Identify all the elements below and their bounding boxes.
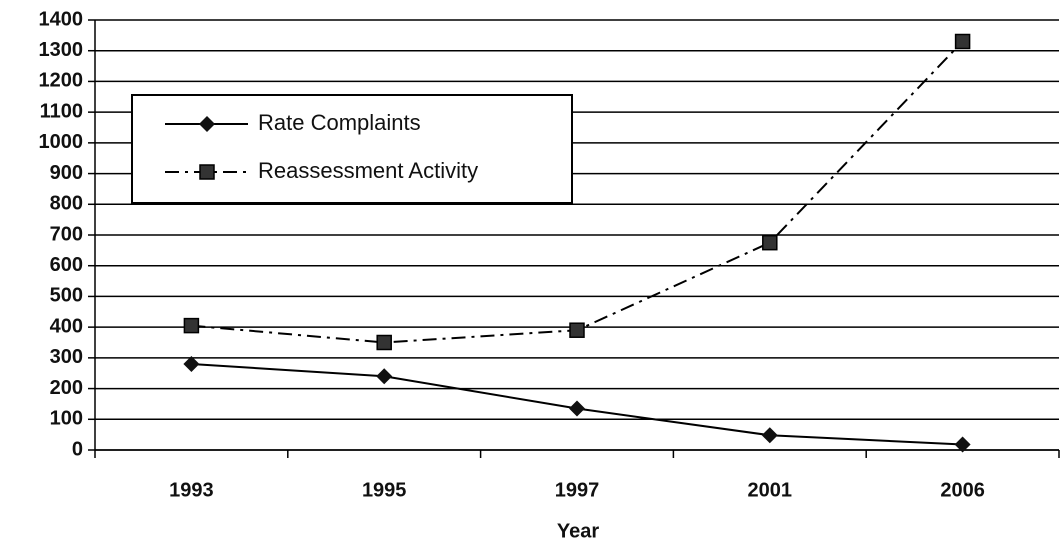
- x-tick-label: 1993: [169, 479, 214, 501]
- marker: [569, 400, 585, 417]
- y-tick-label: 1300: [39, 39, 84, 61]
- marker: [569, 322, 585, 338]
- y-tick-label: 400: [50, 315, 83, 337]
- marker: [199, 116, 215, 132]
- x-tick-label: 2006: [940, 479, 985, 501]
- y-tick-label: 100: [50, 408, 83, 430]
- marker: [199, 164, 215, 180]
- y-tick-label: 200: [50, 377, 83, 399]
- x-tick-label: 1997: [555, 479, 600, 501]
- y-tick-label: 700: [50, 223, 83, 245]
- marker: [954, 33, 971, 50]
- legend-label: Rate Complaints: [258, 110, 421, 135]
- y-tick-label: 800: [50, 193, 83, 215]
- marker: [183, 317, 200, 334]
- marker: [376, 368, 393, 385]
- x-tick-label: 1995: [362, 479, 407, 501]
- legend-label: Reassessment Activity: [258, 158, 478, 183]
- y-tick-label: 1100: [40, 100, 83, 122]
- marker: [762, 234, 778, 251]
- y-tick-label: 600: [50, 254, 83, 276]
- y-tick-label: 0: [72, 438, 83, 460]
- marker: [376, 334, 392, 351]
- marker: [954, 436, 971, 453]
- y-tick-label: 1200: [39, 70, 84, 92]
- x-axis-label: Year: [557, 520, 599, 542]
- x-tick-label: 2001: [748, 479, 793, 501]
- y-tick-label: 1400: [39, 8, 84, 30]
- y-tick-label: 900: [50, 162, 83, 184]
- legend: Rate Complaints Reassessment Activity: [131, 94, 573, 204]
- y-tick-label: 1000: [39, 131, 84, 153]
- marker: [761, 427, 778, 444]
- y-tick-label: 500: [50, 285, 83, 307]
- y-tick-label: 300: [50, 346, 83, 368]
- legend-box: [131, 94, 573, 204]
- marker: [183, 356, 200, 372]
